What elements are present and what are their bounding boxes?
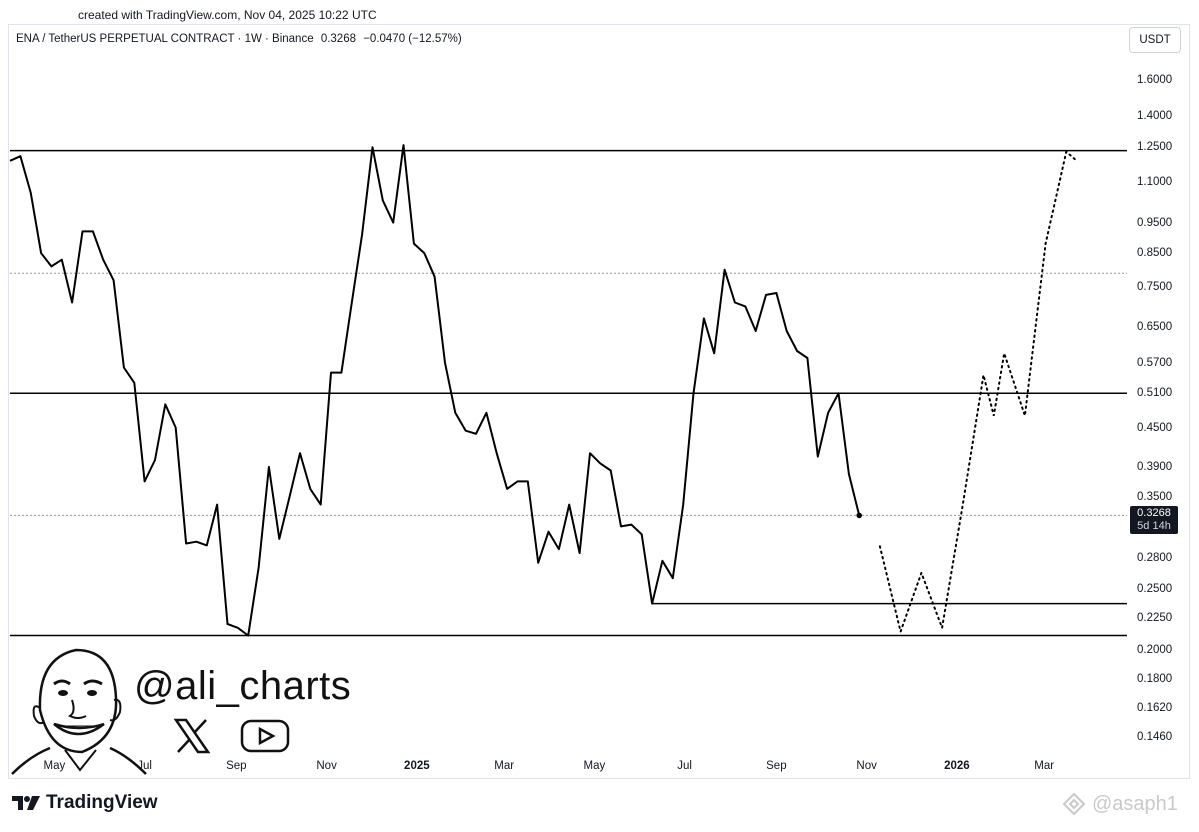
price-axis-tick: 0.1620 (1137, 701, 1173, 714)
watermark: @asaph1 (1062, 792, 1178, 816)
author-avatar (11, 648, 147, 775)
time-axis-tick: Mar (1034, 760, 1055, 772)
time-axis-tick: May (43, 760, 66, 772)
currency-button[interactable]: USDT (1129, 27, 1181, 53)
time-axis-tick: Jul (677, 760, 692, 772)
price-line (9, 144, 861, 637)
price-axis-tick: 0.8500 (1137, 247, 1173, 260)
price-axis-tick: 0.2000 (1137, 644, 1173, 657)
projection-line (878, 149, 1078, 636)
header-price: 0.3268 (320, 33, 356, 45)
bar-countdown: 5d 14h (1137, 520, 1171, 532)
price-axis-tick: 0.1460 (1137, 730, 1173, 743)
symbol-title: ENA / TetherUS PERPETUAL CONTRACT · 1W ·… (16, 33, 314, 45)
tradingview-brand: TradingView (46, 792, 158, 813)
price-axis-tick: 0.9500 (1137, 216, 1173, 229)
created-caption: created with TradingView.com, Nov 04, 20… (78, 8, 377, 22)
price-axis-tick: 1.6000 (1137, 73, 1173, 86)
time-axis-tick: Nov (316, 760, 337, 772)
time-axis-tick: Sep (766, 760, 787, 772)
time-axis-tick: 2026 (944, 760, 970, 772)
price-axis-tick: 0.3500 (1137, 490, 1173, 503)
price-axis-tick: 0.2500 (1137, 582, 1173, 595)
x-logo-icon[interactable] (172, 716, 212, 756)
price-axis-tick: 0.1800 (1137, 673, 1173, 686)
time-axis-tick: Nov (856, 760, 877, 772)
price-axis-tick: 1.4000 (1137, 110, 1173, 123)
price-axis-tick: 0.4500 (1137, 421, 1173, 434)
chart-frame (8, 24, 1190, 779)
price-axis-tick: 1.2500 (1137, 141, 1173, 154)
price-axis-tick: 0.2250 (1137, 611, 1173, 624)
time-axis-tick: May (583, 760, 606, 772)
symbol-header: ENA / TetherUS PERPETUAL CONTRACT · 1W ·… (16, 33, 466, 45)
time-axis-tick: Mar (494, 760, 515, 772)
price-axis-tick: 1.1000 (1137, 176, 1173, 189)
tradingview-logo[interactable]: TradingView (12, 792, 158, 814)
time-axis-tick: 2025 (404, 760, 430, 772)
price-axis-tick: 0.5100 (1137, 387, 1173, 400)
watermark-text: @asaph1 (1092, 792, 1178, 815)
youtube-icon[interactable] (240, 718, 292, 754)
last-price-point (856, 512, 863, 519)
price-axis-tick: 0.5700 (1137, 356, 1173, 369)
price-axis-tick: 0.2800 (1137, 551, 1173, 564)
price-axis-tick: 0.7500 (1137, 281, 1173, 294)
tradingview-logo-icon (12, 796, 40, 810)
header-change: −0.0470 (−12.57%) (363, 33, 462, 45)
time-axis-tick: Sep (226, 760, 247, 772)
last-price-badge: 0.3268 5d 14h (1130, 506, 1178, 534)
author-handle: @ali_charts (134, 664, 352, 708)
binance-square-icon (1062, 792, 1086, 816)
last-price-value: 0.3268 (1137, 507, 1171, 519)
price-axis-tick: 0.6500 (1137, 320, 1173, 333)
price-axis-tick: 0.3900 (1137, 460, 1173, 473)
